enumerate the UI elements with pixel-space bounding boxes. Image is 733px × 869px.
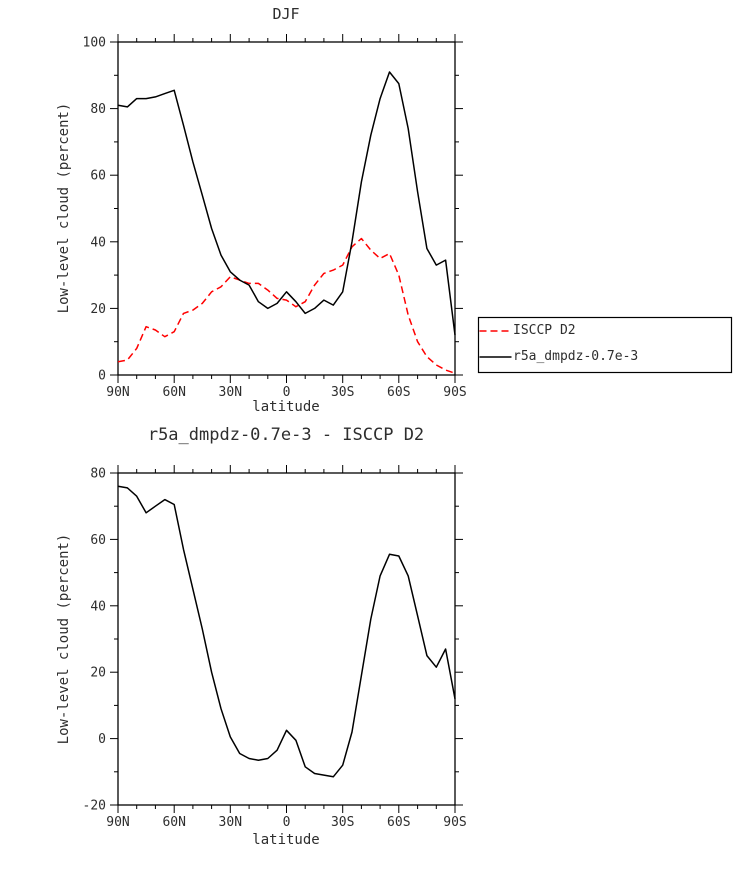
x-tick-label: 60N [162, 385, 185, 400]
y-tick-label: 40 [90, 599, 106, 614]
plot-frame [117, 41, 456, 376]
x-tick-label: 30S [331, 385, 354, 400]
legend-entry-model: r5a_dmpdz-0.7e-3 [513, 349, 639, 364]
y-tick-label: 20 [90, 666, 106, 681]
series-line-isccp-d2 [117, 237, 456, 375]
x-tick-label: 90S [443, 815, 466, 830]
x-tick-label: 0 [283, 815, 291, 830]
y-tick-label: 0 [98, 732, 106, 747]
y-tick-label: 60 [90, 169, 106, 184]
x-tick-label: 60S [387, 385, 410, 400]
x-tick-label: 90S [443, 385, 466, 400]
bottom-chart-ylabel: Low-level cloud (percent) [56, 533, 72, 745]
chart-0: 90N 60N 30N 0 30S 60S 90S 0 20 40 60 80 100 [83, 34, 467, 400]
x-tick-label: 90N [106, 385, 129, 400]
y-tick-label: 80 [90, 467, 106, 482]
x-tick-label: 30S [331, 815, 354, 830]
x-tick-label: 60N [162, 815, 185, 830]
y-tick-label: 100 [83, 36, 106, 51]
top-chart-xlabel: latitude [252, 399, 320, 415]
y-tick-label: 20 [90, 302, 106, 317]
plot-frame [117, 472, 456, 806]
bottom-chart-title: r5a_dmpdz-0.7e-3 - ISCCP D2 [147, 425, 425, 445]
legend-box [477, 316, 733, 374]
series-line-r5a_dmpdz-0.7e-3 [117, 71, 456, 336]
x-tick-label: 0 [283, 385, 291, 400]
y-tick-label: 80 [90, 102, 106, 117]
y-tick-label: 60 [90, 533, 106, 548]
x-tick-label: 30N [219, 815, 242, 830]
series-line-difference [117, 485, 456, 778]
top-chart-title: DJF [272, 5, 300, 23]
legend-entry-isccp-d2: ISCCP D2 [513, 323, 576, 338]
x-tick-label: 90N [106, 815, 129, 830]
y-tick-label: -20 [83, 799, 106, 814]
top-chart-ylabel: Low-level cloud (percent) [56, 102, 72, 314]
x-tick-label: 30N [219, 385, 242, 400]
y-tick-label: 40 [90, 235, 106, 250]
bottom-chart-xlabel: latitude [252, 832, 320, 848]
y-tick-label: 0 [98, 369, 106, 384]
x-tick-label: 60S [387, 815, 410, 830]
chart-1: 90N 60N 30N 0 30S 60S 90S -20 0 20 40 60 80 [83, 465, 467, 830]
